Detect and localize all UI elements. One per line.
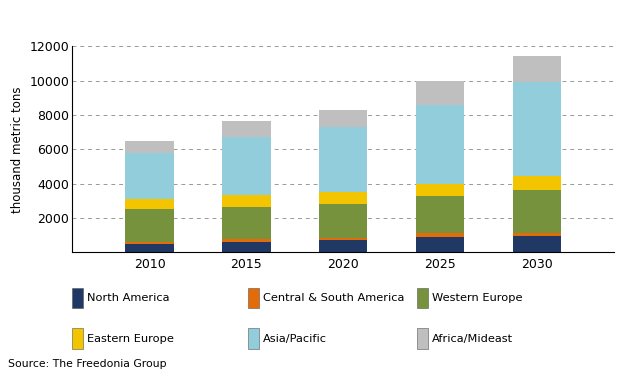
Y-axis label: thousand metric tons: thousand metric tons [11, 86, 24, 213]
Text: Freedonia: Freedonia [517, 44, 583, 57]
Bar [416, 237, 465, 252]
Bar [125, 199, 174, 209]
Bar [513, 190, 561, 233]
Bar [125, 244, 174, 252]
Bar [513, 82, 561, 176]
Bar [222, 239, 271, 242]
Bar [513, 236, 561, 252]
Bar [319, 204, 367, 238]
Bar [222, 195, 271, 207]
Bar [319, 110, 367, 127]
Text: Asia/Pacific: Asia/Pacific [263, 334, 327, 344]
Bar [513, 233, 561, 236]
Bar [416, 196, 465, 233]
Bar [222, 207, 271, 239]
Text: Africa/Mideast: Africa/Mideast [432, 334, 513, 344]
Bar [125, 242, 174, 244]
Bar [222, 121, 271, 137]
Bar [319, 192, 367, 204]
Bar [125, 141, 174, 153]
Bar [319, 240, 367, 252]
Text: Eastern Europe: Eastern Europe [87, 334, 174, 344]
Bar [125, 209, 174, 242]
Bar [319, 127, 367, 192]
Bar [222, 137, 271, 195]
Bar [513, 176, 561, 190]
Bar [416, 184, 465, 196]
Text: Global Mineral Wool Insulation Demand by Region, 2010 – 2030 (thousand metric to: Global Mineral Wool Insulation Demand by… [8, 14, 569, 24]
Bar [222, 242, 271, 252]
Bar [319, 238, 367, 240]
Bar [416, 233, 465, 237]
Text: Central & South America: Central & South America [263, 293, 404, 303]
Bar [125, 153, 174, 199]
Bar [416, 81, 465, 105]
Text: Source: The Freedonia Group: Source: The Freedonia Group [8, 359, 166, 369]
Text: ™: ™ [590, 41, 597, 47]
Text: North America: North America [87, 293, 170, 303]
Bar [416, 105, 465, 184]
Text: Western Europe: Western Europe [432, 293, 522, 303]
Bar [513, 56, 561, 82]
